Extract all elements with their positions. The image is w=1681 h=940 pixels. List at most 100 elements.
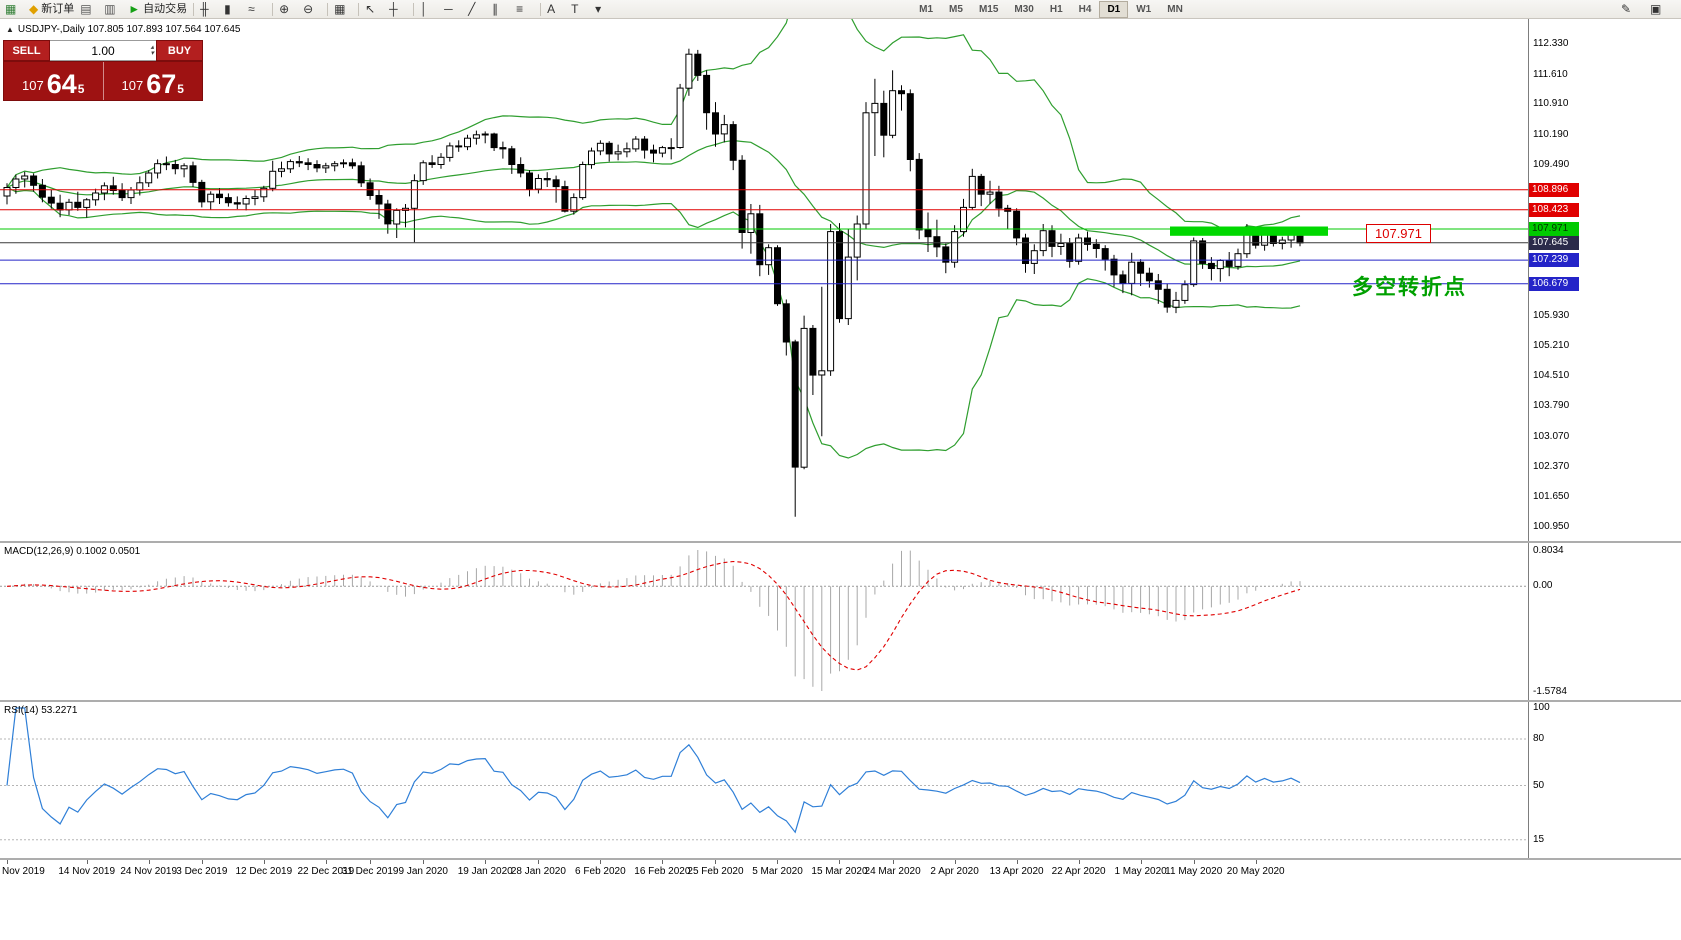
date-axis-label: 13 Apr 2020 [989,866,1044,877]
candle-body [65,201,73,211]
price-axis[interactable]: 112.330111.610110.910110.190109.490108.7… [1528,19,1681,541]
candle-body [596,142,604,152]
sell-price[interactable]: 107 64 5 [4,62,104,100]
candle-body [747,213,755,234]
price-tag-106.679: 106.679 [1529,276,1579,291]
turning-point-note[interactable]: 多空转折点 [1352,276,1467,299]
tile-windows-icon[interactable]: ▦ [331,1,355,18]
rsi-axis: 100 80 50 15 [1528,702,1681,858]
date-axis-label: 16 Feb 2020 [634,866,691,877]
price-axis-label: 105.930 [1533,309,1570,321]
candles-layer [3,48,1304,517]
timeframe-m1[interactable]: M1 [919,3,934,15]
time-axis-tick [423,860,425,864]
time-axis-tick [954,860,956,864]
candle-body [774,247,781,305]
candle-body [357,165,365,184]
candle-body [986,191,994,195]
time-axis[interactable]: Nov 2019 14 Nov 2019 24 Nov 2019 3 Dec 2019… [0,860,1681,940]
edit-icon[interactable]: ✎ [1621,2,1632,16]
candle-body [1092,243,1100,250]
timeframe-m5[interactable]: M5 [949,3,963,15]
candle-body [499,147,507,150]
rsi-panel: 100 80 50 15 RSI(14) 53.2271 [0,702,1681,860]
lot-down-icon[interactable]: ▾ [150,49,154,57]
time-axis-tick [7,860,8,864]
candle-body [579,164,587,199]
candle-body [340,162,347,165]
crosshair-icon[interactable]: ┼ [386,1,410,18]
candle-body [286,161,294,170]
buy-price[interactable]: 107 67 5 [104,62,203,100]
horizontal-line-icon: ─ [444,2,453,16]
timeframe-h1[interactable]: H1 [1049,3,1063,15]
candle-body [1075,237,1083,262]
date-axis-label: 15 Mar 2020 [811,866,868,877]
timeframe-w1[interactable]: W1 [1136,3,1152,15]
macd-histogram [15,550,1301,691]
candlestick-chart-icon[interactable]: ▮ [221,1,245,18]
shapes-dropdown-icon[interactable]: ▾ [592,1,616,18]
candle-body [472,134,480,139]
lot-size-input[interactable]: 1.00 ▴ ▾ [50,40,156,61]
one-click-trading-panel: SELL 1.00 ▴ ▾ BUY 107 64 5 107 67 5 [3,40,203,101]
text-icon[interactable]: A [544,1,568,18]
main-chart-canvas[interactable] [0,19,1528,541]
new-chart-icon[interactable]: ▦ [2,1,26,18]
buy-button[interactable]: BUY [156,40,203,61]
window-layout-icon[interactable]: ▣ [1650,2,1662,16]
sell-price-handle: 107 [22,78,44,93]
profiles-icon[interactable]: ▤ [77,1,101,18]
rsi-axis-label: 50 [1533,779,1545,791]
bar-chart-icon[interactable]: ╫ [197,1,221,18]
date-axis-label: 3 Dec 2019 [176,866,228,877]
timeframe-m15[interactable]: M15 [978,3,999,15]
zoom-in-icon[interactable]: ⊕ [276,1,300,18]
timeframe-mn[interactable]: MN [1167,3,1183,15]
candle-body [1172,299,1180,308]
trendline-icon[interactable]: ╱ [465,1,489,18]
channel-icon[interactable]: ∥ [489,1,513,18]
profiles-icon: ▤ [80,2,92,16]
candle-body [632,138,640,150]
cursor-icon[interactable]: ↖ [362,1,386,18]
label-icon[interactable]: T [568,1,592,18]
candle-body [446,145,454,158]
candle-body [118,189,126,199]
candle-body [269,170,277,189]
vertical-line-icon[interactable]: │ [417,1,441,18]
rsi-canvas[interactable] [0,702,1528,858]
line-chart-icon[interactable]: ≈ [245,1,269,18]
lot-up-icon[interactable]: ▴ [150,43,154,51]
rsi-line [6,707,1301,834]
price-axis-label: 110.190 [1533,128,1569,140]
candle-body [1066,243,1074,262]
timeframe-h4[interactable]: H4 [1078,3,1092,15]
data-window-icon[interactable]: ▥ [101,1,125,18]
price-axis-label: 103.790 [1533,400,1570,412]
candle-body [614,151,622,155]
candle-body [862,112,870,225]
horizontal-line-icon[interactable]: ─ [441,1,465,18]
candle-body [1145,272,1153,282]
candle-body [1207,262,1215,269]
rsi-axis-label: 15 [1533,833,1545,845]
candle-body [561,186,569,212]
lot-value[interactable]: 1.00 [91,43,115,58]
price-level-label[interactable]: 107.971 [1366,224,1431,243]
zoom-out-icon[interactable]: ⊖ [300,1,324,18]
candle-body [224,197,232,204]
lot-spinner[interactable]: ▴ ▾ [150,41,154,60]
fibonacci-icon[interactable]: ≡ [513,1,537,18]
price-axis-label: 101.650 [1533,491,1570,503]
macd-axis: 0.8034 0.00 -1.5784 [1528,543,1681,700]
sell-button[interactable]: SELL [3,40,50,61]
timeframe-m30[interactable]: M30 [1014,3,1034,15]
price-tag-108.423: 108.423 [1529,202,1579,217]
macd-canvas[interactable] [0,543,1528,700]
new-order-button[interactable]: ◆ 新订单 [26,1,77,18]
auto-trading-button[interactable]: ► 自动交易 [125,1,190,18]
candle-body [189,165,197,183]
timeframe-d1[interactable]: D1 [1099,0,1129,18]
